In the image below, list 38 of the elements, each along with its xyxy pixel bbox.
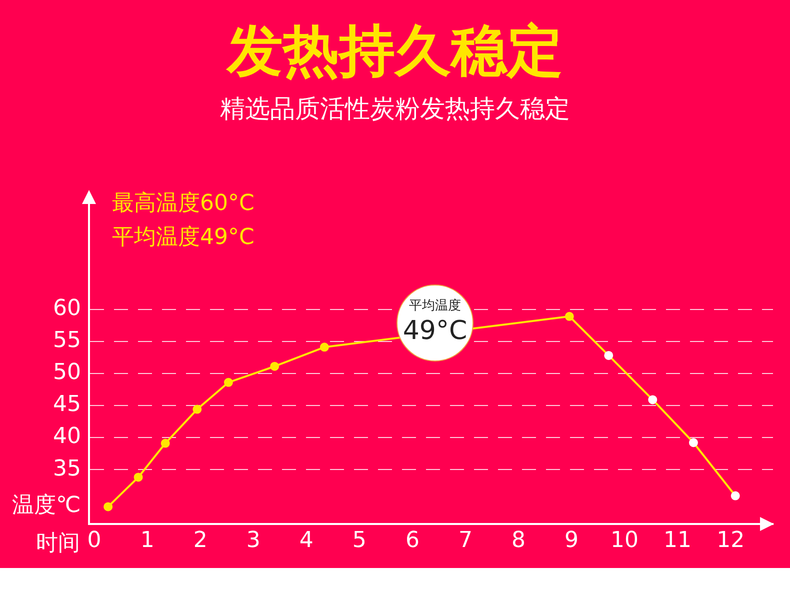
chart-title: 发热持久稳定 [225, 18, 564, 86]
point [564, 312, 574, 321]
x-tick-label: 0 [87, 528, 102, 553]
x-tick-label: 9 [564, 528, 579, 553]
chart-subtitle: 精选品质活性炭粉发热持久稳定 [219, 93, 571, 125]
x-tick-label: 2 [193, 528, 208, 553]
y-tick-label: 35 [53, 456, 81, 482]
x-tick-label: 7 [458, 528, 472, 553]
x-tick-label: 1 [140, 528, 154, 553]
point [730, 491, 740, 500]
annotation: 平均温度49°C [112, 224, 254, 252]
x-tick-label: 4 [299, 528, 314, 553]
point [648, 395, 658, 404]
x-tick-label: 8 [511, 528, 526, 553]
x-tick-label: 10 [610, 528, 639, 553]
point [604, 350, 614, 360]
x-axis-title: 时间 [36, 530, 80, 558]
point [320, 342, 329, 352]
point [688, 438, 698, 448]
annotation: 最高温度60°C [112, 190, 254, 218]
x-tick-label: 5 [352, 528, 366, 553]
annotation: 平均温度 49°C [402, 297, 468, 346]
point [224, 378, 233, 387]
y-tick-label: 55 [53, 328, 81, 354]
point [270, 362, 280, 371]
point [192, 404, 202, 414]
y-tick-label: 45 [53, 392, 81, 418]
x-tick-label: 12 [716, 528, 745, 553]
point [160, 438, 170, 448]
point [104, 502, 113, 512]
y-tick-label: 40 [53, 424, 81, 450]
y-axis-title: 温度℃ [12, 492, 81, 520]
y-tick-label: 60 [53, 296, 81, 322]
x-tick-label: 6 [405, 528, 420, 553]
x-tick-label: 11 [664, 528, 692, 553]
point [134, 472, 143, 482]
x-tick-label: 3 [246, 528, 260, 553]
y-tick-label: 50 [53, 360, 81, 386]
